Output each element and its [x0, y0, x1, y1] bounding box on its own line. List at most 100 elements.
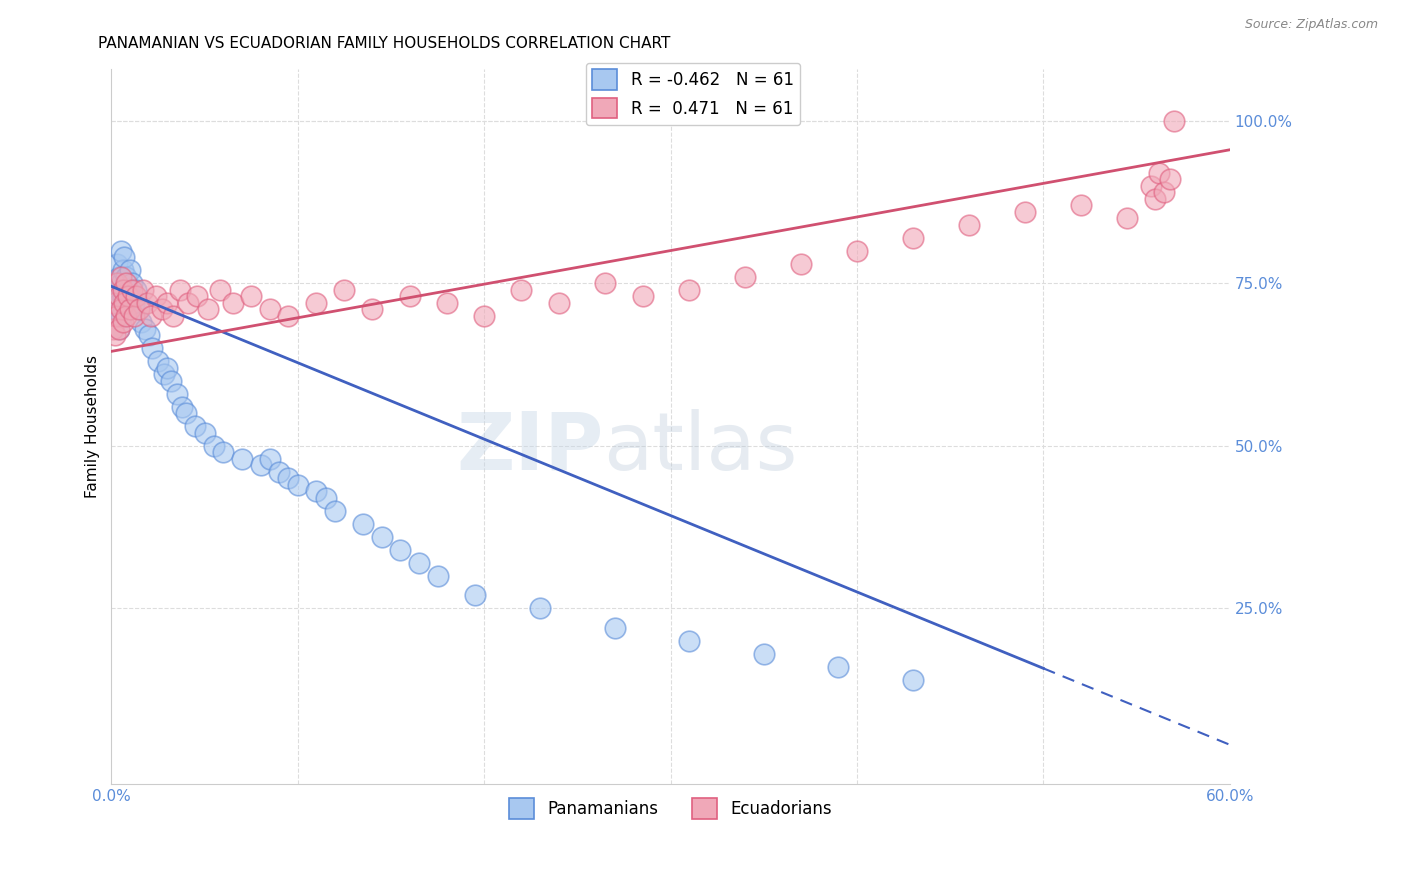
Point — [104, 328, 127, 343]
Point — [678, 283, 700, 297]
Point — [1147, 165, 1170, 179]
Point — [115, 309, 138, 323]
Point — [104, 276, 127, 290]
Point — [156, 295, 179, 310]
Point — [166, 386, 188, 401]
Point — [138, 328, 160, 343]
Point — [169, 283, 191, 297]
Point — [122, 295, 145, 310]
Point — [129, 315, 152, 329]
Point — [114, 295, 136, 310]
Point — [121, 276, 143, 290]
Point — [1144, 192, 1167, 206]
Point — [118, 289, 141, 303]
Point — [121, 283, 143, 297]
Point — [510, 283, 533, 297]
Point — [114, 250, 136, 264]
Text: atlas: atlas — [603, 409, 797, 486]
Point — [305, 295, 328, 310]
Point — [110, 309, 132, 323]
Point — [305, 484, 328, 499]
Point — [464, 588, 486, 602]
Point — [105, 283, 128, 297]
Point — [752, 647, 775, 661]
Point — [105, 309, 128, 323]
Point — [845, 244, 868, 258]
Point — [1014, 204, 1036, 219]
Point — [734, 269, 756, 284]
Point — [603, 621, 626, 635]
Point — [105, 276, 128, 290]
Point — [132, 283, 155, 297]
Point — [790, 256, 813, 270]
Point — [162, 309, 184, 323]
Point — [212, 445, 235, 459]
Point — [408, 556, 430, 570]
Text: Source: ZipAtlas.com: Source: ZipAtlas.com — [1244, 18, 1378, 31]
Point — [103, 289, 125, 303]
Point — [259, 451, 281, 466]
Point — [678, 633, 700, 648]
Point — [117, 289, 139, 303]
Point — [134, 321, 156, 335]
Point — [315, 491, 337, 505]
Point — [208, 283, 231, 297]
Point — [104, 302, 127, 317]
Point — [177, 295, 200, 310]
Point — [108, 321, 131, 335]
Point — [111, 315, 134, 329]
Point — [389, 542, 412, 557]
Point — [1140, 178, 1163, 193]
Point — [249, 458, 271, 472]
Point — [118, 302, 141, 317]
Point — [595, 276, 617, 290]
Point — [128, 302, 150, 317]
Point — [901, 230, 924, 244]
Point — [152, 367, 174, 381]
Point — [108, 321, 131, 335]
Point — [103, 321, 125, 335]
Y-axis label: Family Households: Family Households — [86, 355, 100, 498]
Point — [269, 465, 291, 479]
Point — [114, 283, 136, 297]
Point — [547, 295, 569, 310]
Point — [110, 269, 132, 284]
Point — [277, 309, 299, 323]
Point — [117, 283, 139, 297]
Point — [111, 289, 134, 303]
Point — [827, 659, 849, 673]
Point — [194, 425, 217, 440]
Point — [240, 289, 263, 303]
Point — [398, 289, 420, 303]
Point — [110, 302, 132, 317]
Point — [631, 289, 654, 303]
Point — [901, 673, 924, 687]
Point — [277, 471, 299, 485]
Point — [118, 263, 141, 277]
Point — [135, 295, 157, 310]
Point — [426, 568, 449, 582]
Point — [124, 283, 146, 297]
Text: PANAMANIAN VS ECUADORIAN FAMILY HOUSEHOLDS CORRELATION CHART: PANAMANIAN VS ECUADORIAN FAMILY HOUSEHOL… — [98, 36, 671, 51]
Point — [472, 309, 495, 323]
Point — [128, 302, 150, 317]
Point — [1153, 185, 1175, 199]
Point — [172, 400, 194, 414]
Point — [231, 451, 253, 466]
Point — [122, 309, 145, 323]
Text: ZIP: ZIP — [456, 409, 603, 486]
Point — [1163, 113, 1185, 128]
Point — [110, 244, 132, 258]
Point — [145, 289, 167, 303]
Point — [184, 419, 207, 434]
Point — [111, 283, 134, 297]
Point — [150, 302, 173, 317]
Point — [370, 530, 392, 544]
Point — [115, 295, 138, 310]
Point — [124, 289, 146, 303]
Point — [1070, 198, 1092, 212]
Point — [333, 283, 356, 297]
Point — [108, 269, 131, 284]
Point — [115, 269, 138, 284]
Point — [105, 309, 128, 323]
